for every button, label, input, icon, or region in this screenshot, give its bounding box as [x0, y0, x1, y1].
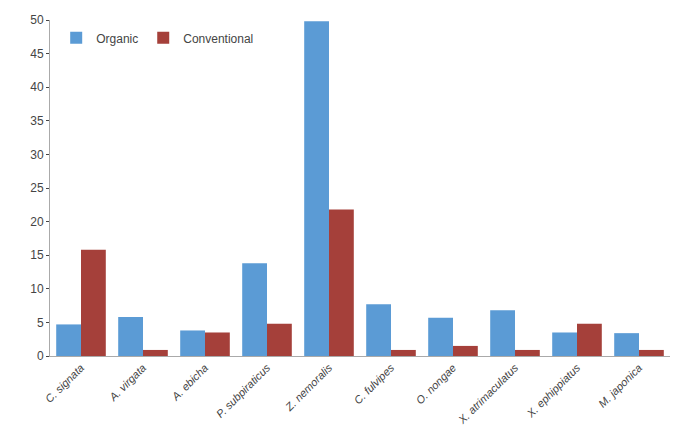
svg-text:10: 10	[30, 282, 44, 296]
svg-text:50: 50	[30, 13, 44, 27]
svg-text:A. virgata: A. virgata	[106, 362, 148, 404]
svg-text:35: 35	[30, 114, 44, 128]
svg-text:20: 20	[30, 215, 44, 229]
svg-text:Conventional: Conventional	[183, 32, 253, 46]
svg-text:15: 15	[30, 248, 44, 262]
svg-text:P. subpiraticus: P. subpiraticus	[214, 361, 273, 420]
svg-text:C. signata: C. signata	[43, 362, 87, 406]
svg-text:A. ebicha: A. ebicha	[169, 362, 211, 404]
svg-text:O. nongae: O. nongae	[413, 362, 458, 407]
svg-text:C. fulvipes: C. fulvipes	[352, 361, 397, 406]
svg-text:45: 45	[30, 47, 44, 61]
svg-text:25: 25	[30, 181, 44, 195]
svg-text:X. atrimaculatus: X. atrimaculatus	[455, 361, 520, 426]
svg-text:X. ephippiatus: X. ephippiatus	[524, 361, 583, 420]
svg-text:Z. nemoralis: Z. nemoralis	[282, 361, 334, 413]
svg-text:M. japonica: M. japonica	[596, 362, 644, 410]
svg-text:40: 40	[30, 80, 44, 94]
svg-text:5: 5	[37, 316, 44, 330]
svg-text:Organic: Organic	[96, 32, 138, 46]
svg-text:30: 30	[30, 148, 44, 162]
svg-text:0: 0	[37, 349, 44, 363]
